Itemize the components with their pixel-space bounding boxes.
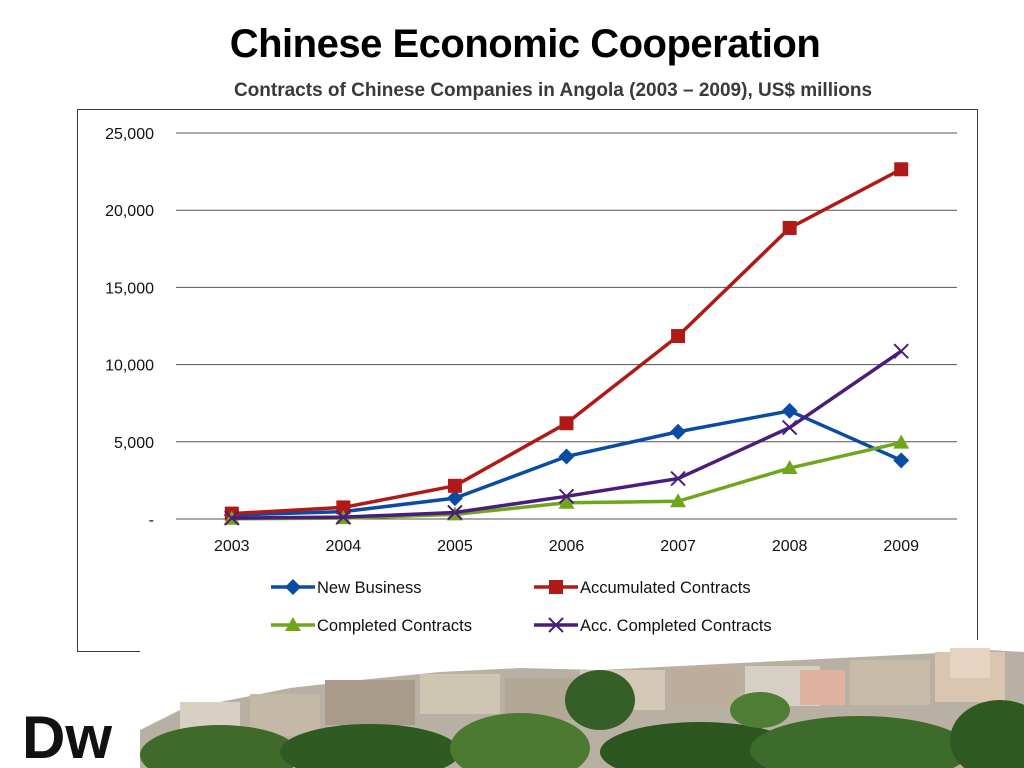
y-tick-label: 10,000: [105, 358, 154, 375]
data-point: [558, 448, 575, 465]
data-point: [893, 434, 910, 449]
town-photo: [140, 640, 1024, 768]
x-tick-label: 2008: [772, 538, 808, 555]
y-tick-label: 20,000: [105, 203, 154, 220]
data-point: [446, 490, 463, 507]
data-point: [670, 423, 687, 440]
chart-subtitle: Contracts of Chinese Companies in Angola…: [233, 80, 873, 101]
data-point: [781, 419, 798, 436]
legend-label: Completed Contracts: [317, 617, 472, 635]
x-tick-label: 2007: [660, 538, 696, 555]
y-tick-label: 15,000: [105, 280, 154, 297]
legend-marker: [285, 617, 301, 631]
x-tick-label: 2006: [549, 538, 585, 555]
data-point: [447, 504, 463, 521]
line-chart: - 5,000 10,000 15,000 20,000 25,000 2003 2004 20…: [105, 126, 957, 635]
data-point: [893, 452, 910, 469]
x-tick-label: 2004: [326, 538, 362, 555]
data-point: [893, 343, 909, 359]
data-point: [670, 493, 687, 508]
logo-text: Dw: [22, 706, 112, 764]
data-point: [781, 402, 798, 419]
data-point: [335, 509, 352, 525]
data-point: [781, 460, 798, 475]
data-point: [224, 510, 240, 526]
data-point: [894, 162, 909, 177]
slide-title: Chinese Economic Cooperation: [229, 22, 821, 66]
x-tick-label: 2009: [883, 538, 919, 555]
data-point: [671, 329, 686, 344]
y-tick-label: 5,000: [114, 435, 154, 452]
data-point: [558, 488, 575, 505]
data-point: [558, 494, 575, 509]
logo: Dw: [22, 706, 112, 764]
data-point: [447, 478, 462, 493]
x-tick-label: 2005: [437, 538, 473, 555]
legend-marker: [285, 579, 301, 595]
y-tick-label: 25,000: [105, 126, 154, 143]
legend-label: New Business: [317, 579, 422, 597]
legend-label: Accumulated Contracts: [580, 579, 751, 597]
data-point: [559, 416, 574, 431]
data-point: [670, 470, 686, 487]
legend-marker: [548, 617, 564, 633]
legend-label: Acc. Completed Contracts: [580, 617, 772, 635]
y-tick-label: -: [149, 512, 154, 529]
data-point: [336, 500, 351, 515]
x-tick-label: 2003: [214, 538, 250, 555]
data-point: [782, 220, 797, 235]
chart-frame: - 5,000 10,000 15,000 20,000 25,000 2003 2004 20…: [77, 109, 978, 652]
series-line: [231, 349, 903, 520]
legend-marker: [549, 580, 563, 594]
